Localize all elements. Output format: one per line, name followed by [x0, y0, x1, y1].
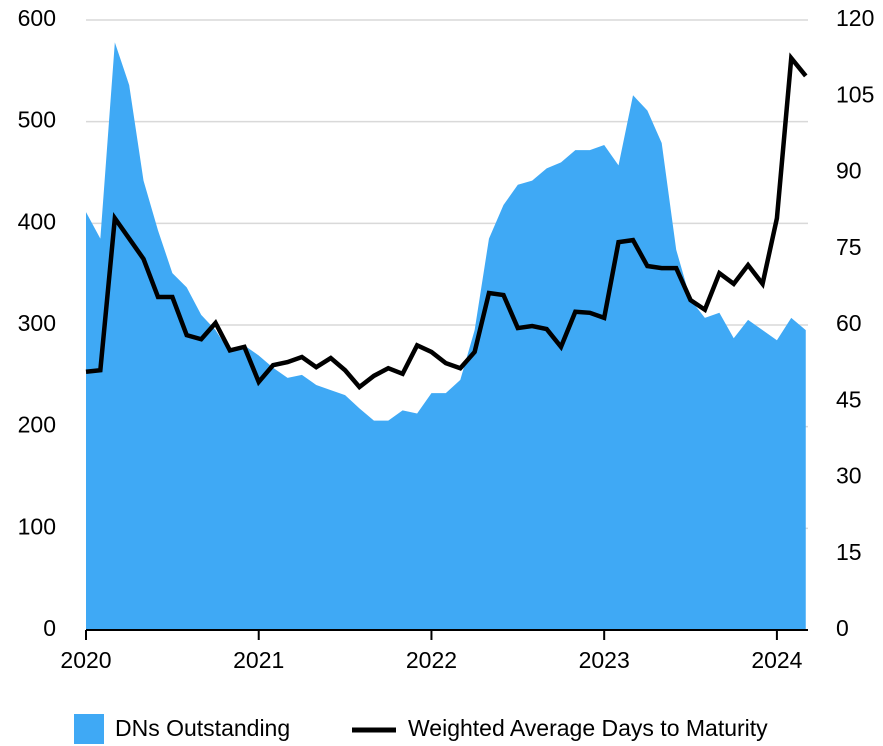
y2-tick-label: 75	[836, 234, 862, 260]
area	[86, 42, 806, 631]
y2-tick-label: 15	[836, 539, 862, 565]
x-tick-label: 2024	[751, 647, 802, 673]
y-tick-label: 400	[18, 208, 56, 234]
x-tick-label: 2022	[406, 647, 457, 673]
y-tick-label: 600	[18, 5, 56, 31]
y-tick-label: 200	[18, 412, 56, 438]
y2-tick-label: 90	[836, 158, 862, 184]
y2-tick-label: 60	[836, 310, 862, 336]
legend-label: DNs Outstanding	[115, 715, 290, 741]
legend-swatch	[74, 714, 104, 744]
y-tick-label: 500	[18, 107, 56, 133]
y2-tick-label: 105	[836, 81, 874, 107]
y2-tick-label: 45	[836, 386, 862, 412]
y2-tick-label: 120	[836, 5, 874, 31]
y2-tick-label: 0	[836, 615, 849, 641]
line	[85, 52, 808, 391]
y-tick-label: 100	[18, 513, 56, 539]
y2-tick-label: 30	[836, 463, 862, 489]
y-tick-label: 0	[43, 615, 56, 641]
y-tick-label: 300	[18, 310, 56, 336]
x-tick-label: 2020	[60, 647, 111, 673]
x-tick-label: 2021	[233, 647, 284, 673]
x-tick-label: 2023	[579, 647, 630, 673]
legend-label: Weighted Average Days to Maturity	[408, 715, 768, 741]
